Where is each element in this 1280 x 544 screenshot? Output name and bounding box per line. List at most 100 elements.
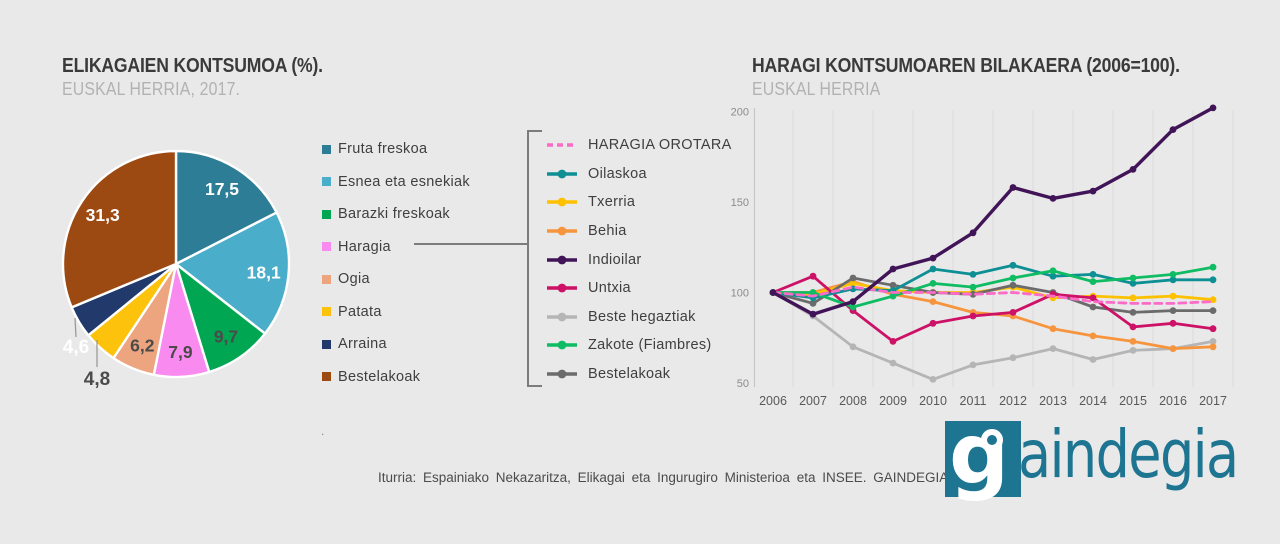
logo-g-letter: g bbox=[949, 405, 1010, 503]
legend-swatch-icon bbox=[322, 339, 331, 349]
pie-legend-item-fruta-freskoa: Fruta freskoa bbox=[322, 133, 470, 166]
legend-label: Fruta freskoa bbox=[338, 141, 428, 158]
series-line-beste-hegaztiak bbox=[771, 291, 1215, 381]
legend-label: Arraina bbox=[338, 336, 387, 353]
x-axis-tick: 2011 bbox=[960, 394, 987, 408]
line-legend-item-oilaskoa: Oilaskoa bbox=[546, 160, 732, 189]
gaindegia-logo: g bbox=[945, 405, 1021, 503]
pie-value-label: 17,5 bbox=[205, 179, 239, 199]
pie-legend-item-bestelakoak: Bestelakoak bbox=[322, 361, 470, 394]
line-legend-item-txerria: Txerria bbox=[546, 188, 732, 217]
pie-chart-subtitle: EUSKAL HERRIA, 2017. bbox=[62, 79, 241, 99]
source-text: Iturria: Espainiako Nekazaritza, Elikaga… bbox=[378, 470, 952, 485]
x-axis-tick: 2015 bbox=[1119, 394, 1147, 408]
pie-value-label: 9,7 bbox=[214, 327, 238, 347]
series-line-indioilar bbox=[771, 106, 1215, 316]
pie-legend-item-esnea-eta-esnekiak: Esnea eta esnekiak bbox=[322, 166, 470, 199]
x-axis-tick: 2016 bbox=[1159, 394, 1187, 408]
legend-label: Esnea eta esnekiak bbox=[338, 173, 470, 190]
legend-line-icon bbox=[547, 283, 577, 293]
legend-line-icon bbox=[547, 255, 577, 265]
pie-slice-fruta-freskoa bbox=[174, 149, 278, 266]
series-line-bestelakoak bbox=[771, 276, 1215, 314]
legend-label: Oilaskoa bbox=[588, 165, 647, 182]
x-axis-tick: 2017 bbox=[1199, 394, 1227, 408]
legend-swatch-icon bbox=[322, 307, 331, 317]
x-axis-tick: 2007 bbox=[799, 394, 827, 408]
x-axis-tick: 2009 bbox=[879, 394, 907, 408]
x-axis-tick: 2013 bbox=[1039, 394, 1067, 408]
x-axis-tick: 2008 bbox=[839, 394, 867, 408]
x-axis-tick: 2012 bbox=[999, 394, 1027, 408]
line-legend-item-behia: Behia bbox=[546, 217, 732, 246]
legend-label: Txerria bbox=[588, 194, 636, 211]
pie-value-label: 6,2 bbox=[130, 335, 155, 355]
pie-legend-item-patata: Patata bbox=[322, 296, 470, 329]
line-legend-item-bestelakoak: Bestelakoak bbox=[546, 360, 732, 389]
pie-value-label: 4,6 bbox=[63, 337, 89, 358]
legend-line-icon bbox=[547, 169, 577, 179]
legend-label: Untxia bbox=[588, 280, 631, 297]
line-legend-item-untxia: Untxia bbox=[546, 274, 732, 303]
line-legend-item-zakote-fiambres-: Zakote (Fiambres) bbox=[546, 331, 732, 360]
legend-line-icon bbox=[547, 341, 577, 350]
haragia-connector-line bbox=[414, 243, 527, 245]
legend-label: HARAGIA OROTARA bbox=[588, 137, 732, 154]
line-chart-subtitle: EUSKAL HERRIA bbox=[752, 79, 881, 99]
y-axis-tick: 150 bbox=[731, 197, 749, 209]
pie-slice-bestelakoak bbox=[61, 149, 178, 309]
legend-swatch-icon bbox=[322, 177, 331, 187]
line-legend-item-haragia-orotara: HARAGIA OROTARA bbox=[546, 131, 732, 160]
pie-value-label: 4,8 bbox=[84, 369, 110, 390]
legend-label: Ogia bbox=[338, 271, 370, 288]
x-axis-tick: 2010 bbox=[919, 394, 947, 408]
logo-ring-icon bbox=[981, 429, 1003, 451]
legend-swatch-icon bbox=[322, 242, 331, 252]
legend-line-icon bbox=[547, 226, 577, 236]
series-line-oilaskoa bbox=[771, 263, 1215, 300]
line-legend-item-indioilar: Indioilar bbox=[546, 245, 732, 274]
legend-label: Zakote (Fiambres) bbox=[588, 337, 712, 354]
pie-legend-item-arraina: Arraina bbox=[322, 328, 470, 361]
logo-wordmark: aindegia bbox=[1018, 416, 1239, 493]
legend-line-icon bbox=[547, 312, 577, 322]
line-chart-title: HARAGI KONTSUMOAREN BILAKAERA (2006=100)… bbox=[752, 55, 1180, 77]
legend-swatch-icon bbox=[322, 274, 331, 284]
pie-value-label: 18,1 bbox=[247, 262, 281, 282]
y-axis-tick: 100 bbox=[731, 288, 749, 300]
legend-label: Patata bbox=[338, 303, 382, 320]
legend-swatch-icon bbox=[322, 372, 331, 382]
legend-line-icon bbox=[547, 198, 577, 207]
pie-slice-esnea-eta-esnekiak bbox=[174, 211, 291, 335]
legend-bracket bbox=[527, 130, 542, 387]
pie-legend-item-haragia: Haragia bbox=[322, 231, 470, 264]
pie-chart-title: ELIKAGAIEN KONTSUMOA (%). bbox=[62, 55, 323, 77]
legend-label: Haragia bbox=[338, 238, 391, 255]
pie-legend-item-ogia: Ogia bbox=[322, 263, 470, 296]
legend-label: Bestelakoak bbox=[338, 368, 421, 385]
legend-label: Indioilar bbox=[588, 251, 642, 268]
pie-legend: Fruta freskoa Esnea eta esnekiak Barazki f… bbox=[322, 133, 470, 393]
pie-value-label: 7,9 bbox=[168, 342, 193, 362]
legend-label: Beste hegaztiak bbox=[588, 308, 696, 325]
legend-label: Behia bbox=[588, 223, 627, 240]
series-line-haragia-orotara bbox=[771, 285, 1215, 305]
pie-legend-item-barazki-freskoak: Barazki freskoak bbox=[322, 198, 470, 231]
legend-swatch-icon bbox=[322, 144, 331, 154]
x-axis-tick: 2014 bbox=[1079, 394, 1107, 408]
legend-line-icon bbox=[547, 143, 577, 147]
pie-value-label: 31,3 bbox=[86, 205, 120, 225]
pie-chart: 17,5 18,1 9,7 7,9 6,2 4,8 4,6 31,3 bbox=[61, 149, 291, 390]
x-axis-tick: 2006 bbox=[759, 394, 787, 408]
y-axis-tick: 200 bbox=[731, 107, 749, 119]
line-legend-item-beste-hegaztiak: Beste hegaztiak bbox=[546, 303, 732, 332]
stray-dot: . bbox=[321, 424, 325, 438]
line-legend: HARAGIA OROTARA Oilaskoa Txerria Behia Indio… bbox=[546, 131, 732, 388]
line-chart: 50 100 150 200 2006 2007 2008 2009 2010 2011 2012 2… bbox=[731, 104, 1234, 408]
legend-label: Barazki freskoak bbox=[338, 206, 450, 223]
legend-line-icon bbox=[547, 369, 577, 379]
y-axis-tick: 50 bbox=[737, 378, 749, 390]
legend-label: Bestelakoak bbox=[588, 366, 671, 383]
legend-swatch-icon bbox=[322, 209, 331, 219]
